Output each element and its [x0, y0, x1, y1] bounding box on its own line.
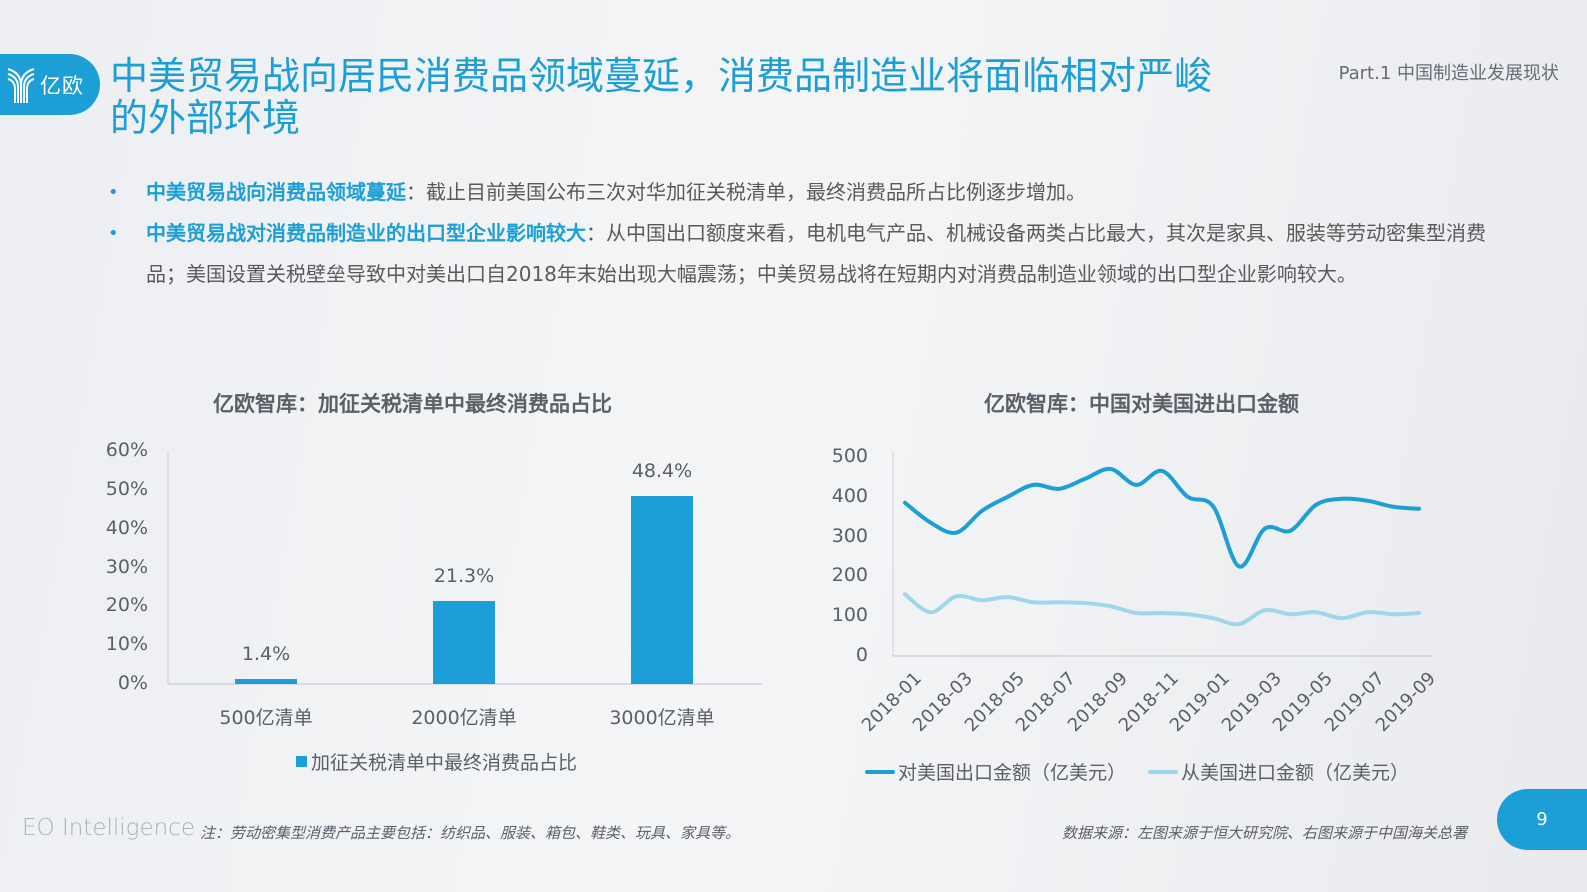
bullet-text: ：截止目前美国公布三次对华加征关税清单，最终消费品所占比例逐步增加。 — [406, 180, 1086, 204]
y-tick-label: 300 — [831, 524, 868, 547]
y-tick-label: 400 — [831, 484, 868, 507]
y-tick-label: 10% — [105, 633, 148, 656]
bullet-dot-icon: • — [108, 182, 119, 203]
bar-value-label: 48.4% — [631, 460, 693, 483]
import-line — [903, 592, 1421, 627]
legend-line-export-icon — [865, 769, 895, 774]
line-chart-title: 亿欧智库：中国对美国进出口金额 — [984, 392, 1299, 416]
y-tick-label: 0 — [855, 644, 868, 666]
x-category-label: 500亿清单 — [219, 707, 313, 729]
legend-line-import-icon — [1148, 769, 1179, 774]
page-number: 9 — [1497, 789, 1587, 850]
eo-logo-icon — [7, 67, 35, 103]
bar — [631, 496, 693, 684]
bullet-item: • 中美贸易战对消费品制造业的出口型企业影响较大：从中国出口额度来看，电机电气产… — [108, 213, 1488, 295]
page-title: 中美贸易战向居民消费品领域蔓延，消费品制造业将面临相对严峻的外部环境 — [110, 54, 1213, 140]
logo-text: 亿欧 — [40, 73, 84, 98]
footer-note: 注：劳动密集型消费产品主要包括：纺织品、服装、箱包、鞋类、玩具、家具等。 — [200, 824, 741, 842]
legend-label: 加征关税清单中最终消费品占比 — [311, 752, 578, 774]
bullet-list: • 中美贸易战向消费品领域蔓延：截止目前美国公布三次对华加征关税清单，最终消费品… — [108, 172, 1488, 295]
bullet-highlight: 中美贸易战对消费品制造业的出口型企业影响较大 — [146, 221, 586, 245]
y-tick-label: 60% — [105, 439, 148, 461]
y-tick-label: 200 — [831, 564, 868, 587]
footer-brand: EO Intelligence — [22, 815, 195, 841]
bullet-text: ：从中国出口额度来看，电机电气产品、机械设备两类占比最大，其次是家具、服装等劳动… — [146, 221, 1486, 286]
y-tick-label: 50% — [105, 477, 148, 500]
legend-swatch-icon — [296, 756, 307, 767]
bullet-dot-icon: • — [108, 223, 119, 244]
bar-value-label: 1.4% — [241, 642, 291, 665]
bar-chart-title: 亿欧智库：加征关税清单中最终消费品占比 — [213, 392, 612, 416]
legend-label-import: 从美国进口金额（亿美元） — [1181, 762, 1410, 784]
bar-value-label: 21.3% — [433, 565, 495, 588]
y-tick-label: 30% — [105, 555, 148, 578]
bullet-highlight: 中美贸易战向消费品领域蔓延 — [146, 180, 406, 204]
y-tick-label: 500 — [831, 445, 868, 467]
logo: 亿欧 — [0, 54, 100, 115]
bar-chart-legend: 加征关税清单中最终消费品占比 — [296, 748, 577, 775]
line-chart-legend: 对美国出口金额（亿美元） 从美国进口金额（亿美元） — [865, 758, 1409, 785]
y-tick-label: 100 — [831, 604, 868, 627]
data-source: 数据来源：左图来源于恒大研究院、右图来源于中国海关总署 — [1061, 824, 1467, 842]
y-tick-label: 20% — [105, 594, 148, 617]
bar — [235, 678, 297, 684]
x-category-label: 3000亿清单 — [609, 707, 715, 729]
x-category-label: 2000亿清单 — [411, 707, 517, 729]
section-label: Part.1 中国制造业发展现状 — [1338, 63, 1559, 84]
legend-label-export: 对美国出口金额（亿美元） — [898, 762, 1127, 784]
export-line — [903, 466, 1421, 569]
y-tick-label: 40% — [105, 516, 148, 539]
bar — [433, 601, 495, 684]
y-tick-label: 0% — [117, 672, 148, 694]
bullet-item: • 中美贸易战向消费品领域蔓延：截止目前美国公布三次对华加征关税清单，最终消费品… — [108, 172, 1488, 213]
